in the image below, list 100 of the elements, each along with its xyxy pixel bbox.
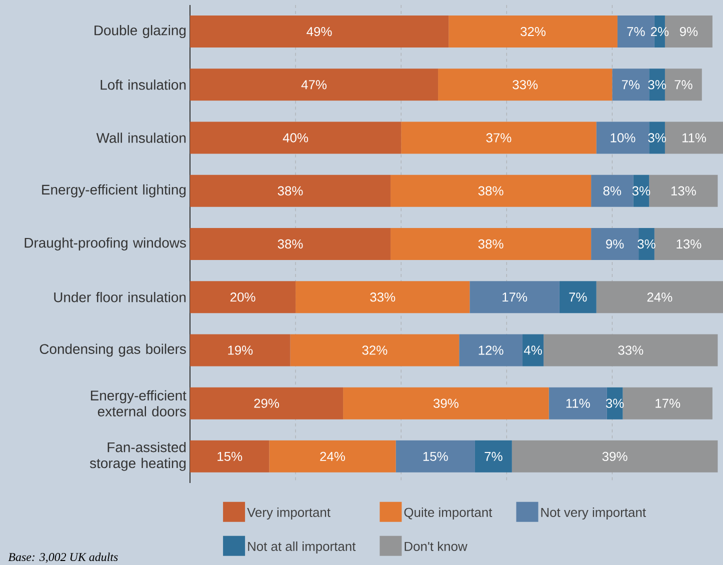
data-label: 12% [478,346,504,355]
data-label: 13% [671,186,696,196]
bar [596,281,723,314]
y-tick-label: Draught-proofing windows [24,237,186,250]
data-label: 49% [306,26,332,36]
bar [654,228,723,260]
data-label: 33% [618,346,644,355]
bar [190,16,449,48]
y-tick-label: Energy-efficient lighting [42,184,186,198]
legend-label: Quite important [404,507,492,520]
bar [448,16,618,48]
bar [390,228,592,260]
data-label: 3% [648,80,666,90]
data-label: 38% [478,239,504,249]
text: Base: 3,002 UK adults [8,552,118,563]
data-label: 11% [682,133,706,142]
bar [190,68,438,101]
data-label: 9% [680,26,698,36]
legend-label: Very important [247,507,330,520]
data-label: 9% [606,239,624,249]
bar [390,174,592,207]
data-label: 40% [282,133,308,142]
bar [396,440,475,472]
data-label: 19% [228,346,253,355]
bar [591,174,634,207]
bar [544,334,718,366]
data-label: 7% [627,27,645,36]
bar [649,122,665,154]
bar [459,334,522,366]
y-tick-label: Under floor insulation [54,292,186,302]
bar [638,228,654,260]
bar [269,440,396,472]
data-label: 10% [610,133,636,142]
data-label: 3% [632,186,650,196]
legend-label: Not very important [541,507,646,520]
data-label: 7% [674,80,692,90]
bar [612,68,650,101]
bar [548,387,607,420]
data-label: 17% [502,292,528,302]
data-label: 3% [648,133,666,142]
bar [622,387,712,420]
data-label: 24% [647,292,672,302]
y-tick-label: Energy-efficient external doors [90,390,186,416]
data-label: 32% [520,26,546,36]
bar [649,68,665,101]
bar [596,122,650,154]
data-label: 3% [638,239,656,249]
data-label: 47% [301,80,327,90]
data-label: 17% [656,398,680,408]
data-label: 33% [370,292,396,302]
data-label: 11% [566,398,590,408]
bar [190,281,296,314]
bar [401,122,596,154]
bar [559,281,596,314]
y-tick-label: Loft insulation [100,80,186,90]
bar [438,68,612,101]
data-label: 15% [218,452,242,461]
data-label: 7% [484,452,502,461]
bar [512,440,718,472]
bar [190,122,402,154]
data-label: 13% [676,239,702,249]
y-tick-label: Fan-assisted storage heating [90,442,186,471]
bar [664,68,702,101]
data-label: 7% [569,292,587,302]
bar [591,228,639,260]
data-label: 7% [622,80,640,90]
legend-label: Don't know [404,541,468,551]
data-label: 38% [478,186,504,196]
data-label: 29% [254,398,280,408]
data-label: 8% [603,186,622,196]
bar [190,228,391,260]
data-label: 3% [606,398,624,408]
data-label: 32% [362,346,388,355]
data-label: 38% [278,186,303,196]
bar [296,281,470,314]
data-label: 15% [423,452,448,461]
data-label: 20% [230,292,256,302]
bar [649,174,718,207]
bar [522,334,544,366]
bar [474,440,512,472]
data-label: 4% [524,346,542,355]
bar [190,334,290,366]
bar [290,334,460,366]
data-label: 39% [433,398,458,408]
data-label: 39% [602,452,628,462]
bar [470,281,560,314]
legend-label: Not at all important [248,541,356,554]
bar [343,387,549,420]
data-label: 33% [512,80,538,90]
y-tick-label: Double glazing [94,25,186,38]
data-label: 24% [320,452,345,461]
data-label: 37% [486,133,512,142]
y-tick-label: Condensing gas boilers [40,344,186,357]
data-label: 38% [278,239,303,249]
data-label: 2% [650,26,669,36]
bar [190,440,270,472]
bar [664,122,723,154]
bar [190,387,344,420]
bar [190,174,391,207]
y-tick-label: Wall insulation [96,132,186,143]
